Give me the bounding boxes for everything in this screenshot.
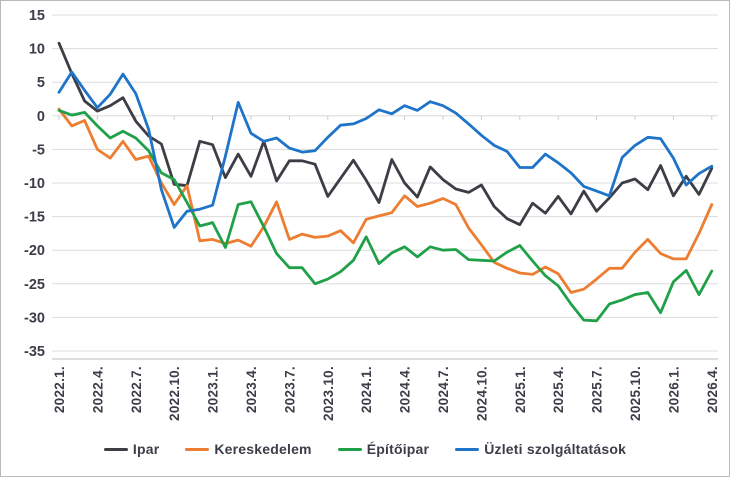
- legend-label-epitoipar: Építőipar: [366, 441, 430, 457]
- legend-label-uzleti: Üzleti szolgáltatások: [484, 441, 627, 457]
- x-axis-label: 2023.1.: [206, 366, 221, 413]
- legend-item-uzleti-szolgaltatasok: Üzleti szolgáltatások: [455, 441, 626, 457]
- series-line-kereskedelem: [57, 107, 714, 294]
- y-axis-label: -5: [32, 142, 45, 158]
- legend-item-kereskedelem: Kereskedelem: [185, 441, 312, 457]
- legend-item-ipar: Ipar: [103, 441, 160, 457]
- y-axis-label: -15: [24, 210, 45, 226]
- series-line--zleti-szolg-ltat-sok: [57, 70, 714, 229]
- x-axis-label: 2022.7.: [129, 366, 144, 413]
- y-axis-label: 10: [29, 42, 45, 58]
- legend-swatch-kereskedelem: [185, 447, 210, 451]
- y-axis-label: -10: [24, 176, 45, 192]
- y-axis-label: 15: [29, 8, 45, 24]
- series-line-ipar: [57, 41, 714, 227]
- legend-swatch-epitoipar: [337, 447, 362, 451]
- x-axis-label: 2023.7.: [282, 366, 297, 413]
- x-axis-label: 2022.10.: [167, 366, 182, 421]
- x-axis-label: 2022.1.: [52, 366, 67, 413]
- y-axis-label: -30: [24, 310, 45, 326]
- legend-swatch-uzleti: [455, 447, 480, 451]
- x-axis-label: 2023.10.: [321, 366, 336, 421]
- x-axis-label: 2024.4.: [398, 366, 413, 413]
- x-axis-label: 2024.1.: [359, 366, 374, 413]
- series-line--p-t-ipar: [57, 109, 714, 323]
- x-axis-label: 2025.7.: [590, 366, 605, 413]
- x-axis-label: 2025.1.: [513, 366, 528, 413]
- y-axis-label: -35: [24, 344, 45, 360]
- chart-legend: Ipar Kereskedelem Építőipar Üzleti szolg…: [1, 441, 729, 457]
- x-axis-label: 2025.4.: [551, 366, 566, 413]
- x-axis-label: 2025.10.: [628, 366, 643, 421]
- x-axis-label: 2026.4.: [705, 366, 720, 413]
- x-axis-label: 2024.7.: [436, 366, 451, 413]
- x-axis-label: 2024.10.: [474, 366, 489, 421]
- y-axis-label: 0: [37, 109, 45, 125]
- legend-item-epitoipar: Építőipar: [337, 441, 430, 457]
- y-axis-label: -25: [24, 277, 45, 293]
- legend-swatch-ipar: [103, 447, 128, 451]
- x-axis-label: 2022.4.: [90, 366, 105, 413]
- legend-label-kereskedelem: Kereskedelem: [214, 441, 312, 457]
- y-axis-label: 5: [37, 75, 45, 91]
- x-axis-label: 2026.1.: [666, 366, 681, 413]
- y-axis-label: -20: [24, 243, 45, 259]
- legend-label-ipar: Ipar: [132, 441, 160, 457]
- x-axis-label: 2023.4.: [244, 366, 259, 413]
